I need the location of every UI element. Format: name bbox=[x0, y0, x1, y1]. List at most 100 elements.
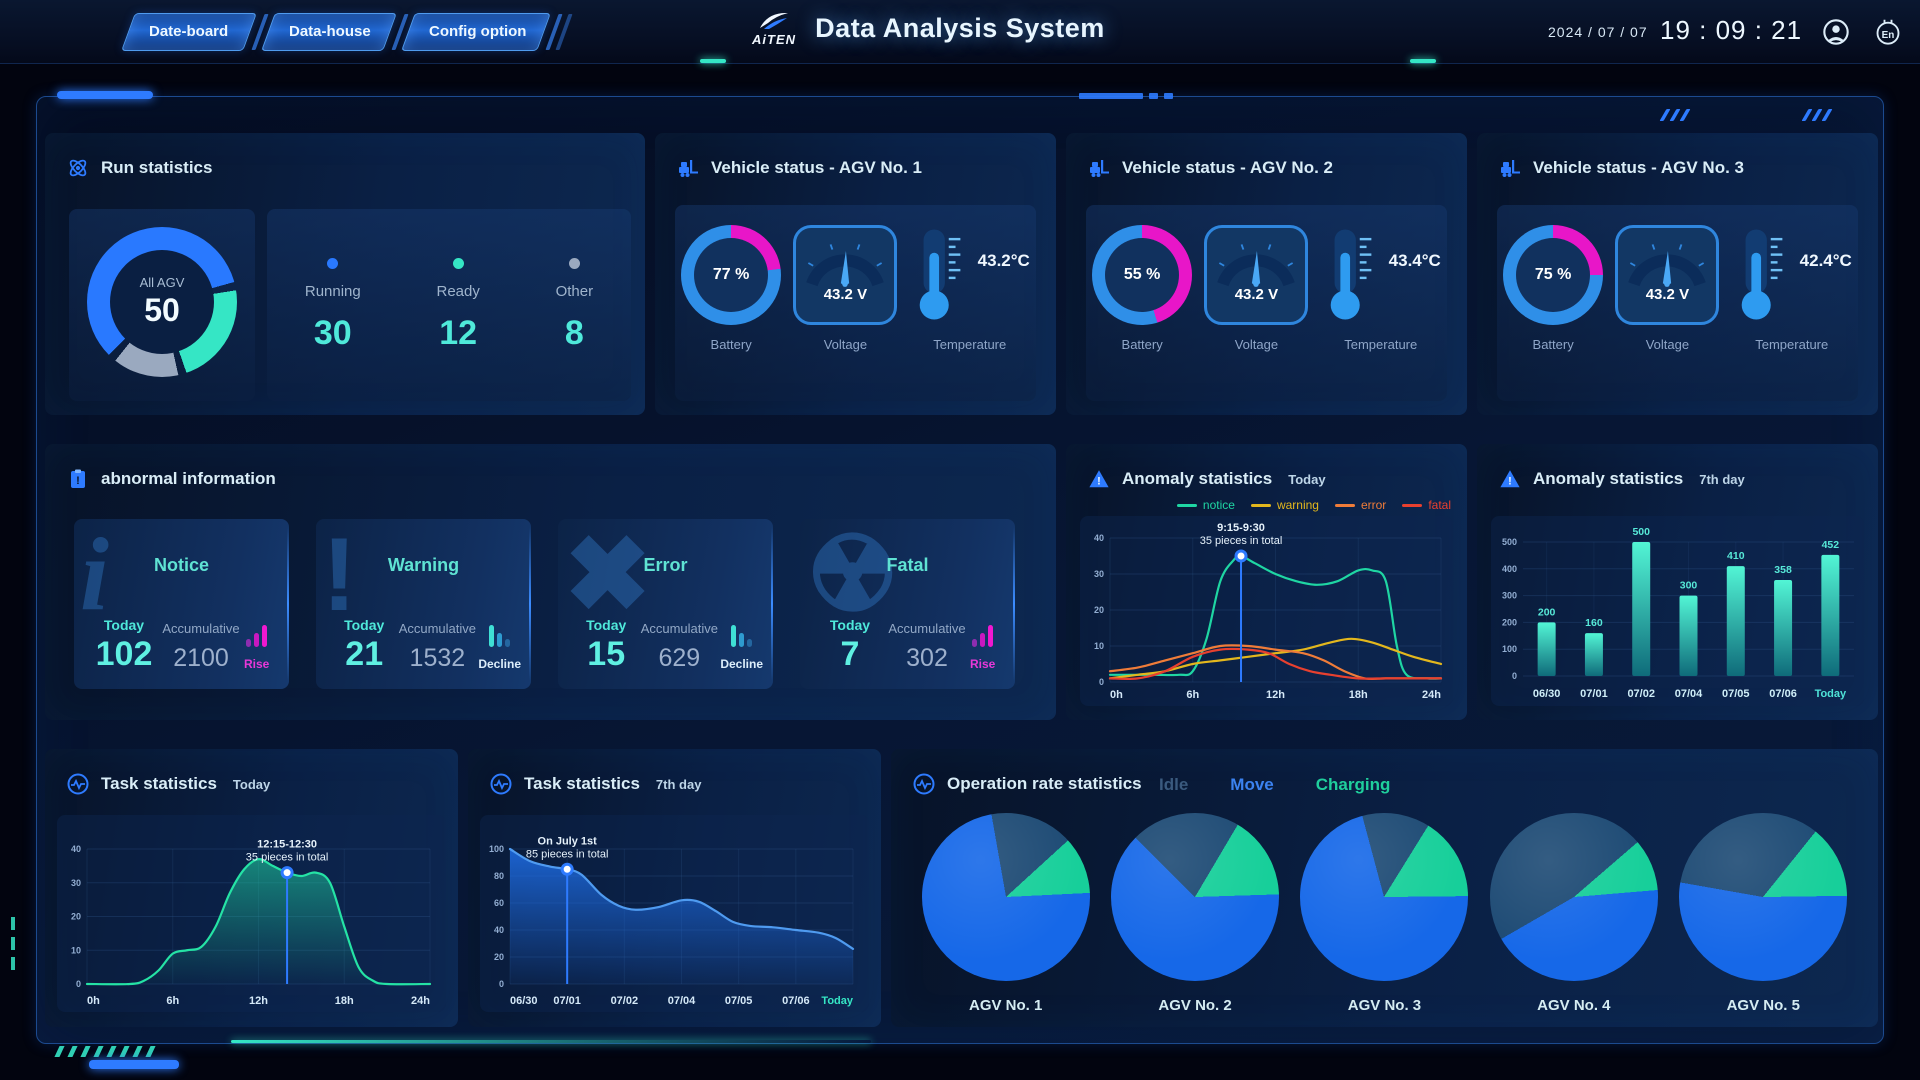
panel-title: Anomaly statistics bbox=[1122, 469, 1273, 488]
thermometer-icon bbox=[919, 229, 961, 320]
tab-label: Date-board bbox=[149, 23, 229, 40]
battery-gauge[interactable]: 55 % bbox=[1092, 225, 1193, 325]
header: Date-board Data-house Config option AiTE… bbox=[0, 0, 1920, 64]
task-today-area-chart[interactable]: 0 10 20 30 40 0h 6h 12h 18h 24h 12:15-12:30 35 piec… bbox=[57, 815, 446, 1012]
trend-indicator: Rise bbox=[970, 625, 995, 671]
svg-text:200: 200 bbox=[1538, 606, 1556, 618]
anomaly-today-line-chart[interactable]: 0 10 20 30 40 0h 6h 12h 18h 24h 9:15-9:30 35 pieces… bbox=[1080, 516, 1453, 706]
svg-text:Today: Today bbox=[1815, 688, 1847, 700]
pulse-circle-icon bbox=[490, 773, 512, 795]
language-toggle-icon[interactable]: En bbox=[1874, 18, 1902, 46]
svg-text:160: 160 bbox=[1585, 617, 1603, 629]
trend-bars-icon bbox=[972, 625, 994, 647]
svg-text:07/01: 07/01 bbox=[1580, 688, 1608, 700]
legend-idle[interactable]: Idle bbox=[1159, 775, 1189, 794]
trend-indicator: Decline bbox=[720, 625, 763, 671]
battery-gauge[interactable]: 75 % bbox=[1503, 225, 1604, 325]
anomaly-week-bar-chart[interactable]: 0 100 200 300 400 500 200 06/30 160 07/01 500 07/02… bbox=[1491, 516, 1864, 706]
tab-label: Data-house bbox=[289, 23, 371, 40]
today-count: Today 102 bbox=[95, 617, 153, 673]
warning-triangle-icon: ! bbox=[1500, 470, 1520, 488]
legend-error[interactable]: error bbox=[1334, 498, 1386, 512]
battery-value: 77 % bbox=[712, 266, 750, 283]
temperature-value: 43.4°C bbox=[1388, 251, 1441, 270]
svg-text:30: 30 bbox=[71, 878, 81, 888]
svg-text:6h: 6h bbox=[1186, 689, 1199, 701]
svg-text:0: 0 bbox=[499, 979, 504, 989]
operation-pie-chart[interactable] bbox=[1679, 813, 1848, 981]
status-label: Ready bbox=[436, 282, 480, 300]
svg-text:500: 500 bbox=[1632, 526, 1650, 538]
legend-move[interactable]: Move bbox=[1230, 775, 1274, 794]
svg-text:10: 10 bbox=[71, 945, 81, 955]
abnormal-information-panel: ! abnormal information i Notice Today 10… bbox=[45, 444, 1056, 720]
abnormal-card-warning[interactable]: ! Warning Today 21 Accumulative 1532 Dec… bbox=[316, 519, 531, 689]
battery-gauge[interactable]: 77 % bbox=[681, 225, 782, 325]
svg-text:12h: 12h bbox=[1266, 689, 1285, 701]
svg-text:30: 30 bbox=[1094, 569, 1104, 579]
agv-total-donut-chart[interactable]: All AGV 50 bbox=[87, 227, 237, 377]
abnormal-card-title: Warning bbox=[387, 555, 460, 575]
svg-text:358: 358 bbox=[1774, 564, 1792, 576]
voltage-label: Voltage bbox=[823, 337, 868, 352]
legend-notice[interactable]: notice bbox=[1176, 498, 1235, 512]
svg-text:9:15-9:30: 9:15-9:30 bbox=[1217, 522, 1265, 534]
voltage-column: 43.2 V Voltage bbox=[1204, 225, 1309, 352]
svg-text:40: 40 bbox=[494, 925, 504, 935]
voltage-gauge[interactable]: 43.2 V bbox=[1615, 225, 1720, 325]
operation-pie-chart[interactable] bbox=[1111, 813, 1280, 981]
svg-text:500: 500 bbox=[1502, 537, 1517, 547]
clipboard-alert-icon: ! bbox=[71, 469, 85, 488]
trend-indicator: Rise bbox=[244, 625, 269, 671]
trend-bars-icon bbox=[246, 625, 268, 647]
abnormal-card-notice[interactable]: i Notice Today 102 Accumulative 2100 Ris… bbox=[74, 519, 289, 689]
svg-text:Today: Today bbox=[821, 995, 853, 1007]
svg-text:06/30: 06/30 bbox=[510, 995, 538, 1007]
abnormal-card-error[interactable]: ✖ Error Today 15 Accumulative 629 Declin… bbox=[558, 519, 773, 689]
battery-label: Battery bbox=[710, 337, 752, 352]
svg-text:10: 10 bbox=[1094, 641, 1104, 651]
bottom-glow-line bbox=[231, 1040, 871, 1043]
agv-pie-3: AGV No. 3 bbox=[1300, 813, 1469, 1014]
legend-charging[interactable]: Charging bbox=[1315, 775, 1391, 794]
tab-date-board[interactable]: Date-board bbox=[121, 13, 257, 51]
corner-accent-bar bbox=[57, 91, 153, 99]
trend-indicator: Decline bbox=[478, 625, 521, 671]
ready-dot bbox=[452, 257, 464, 269]
forklift-icon bbox=[1090, 160, 1109, 177]
svg-text:40: 40 bbox=[1094, 533, 1104, 543]
agv-pies-row: AGV No. 1 AGV No. 2 AGV No. 3 AGV No. 4 … bbox=[911, 813, 1858, 1014]
svg-text:07/02: 07/02 bbox=[1627, 688, 1655, 700]
agv-pie-5: AGV No. 5 bbox=[1679, 813, 1848, 1014]
svg-text:200: 200 bbox=[1502, 617, 1517, 627]
agv-pie-4: AGV No. 4 bbox=[1489, 813, 1658, 1014]
voltage-gauge[interactable]: 43.2 V bbox=[1204, 225, 1309, 325]
legend-warning[interactable]: warning bbox=[1250, 498, 1319, 512]
voltage-column: 43.2 V Voltage bbox=[793, 225, 898, 352]
voltage-gauge[interactable]: 43.2 V bbox=[793, 225, 898, 325]
agv-pie-2: AGV No. 2 bbox=[1111, 813, 1280, 1014]
header-accent-dash bbox=[1410, 59, 1436, 63]
top-segment-decoration bbox=[1079, 93, 1143, 99]
operation-pie-chart[interactable] bbox=[1489, 813, 1658, 981]
anomaly-legend: notice warning error fatal bbox=[1176, 498, 1451, 512]
pulse-circle-icon bbox=[67, 773, 89, 795]
pie-label: AGV No. 3 bbox=[1347, 997, 1422, 1014]
task-week-area-chart[interactable]: 0 20 40 60 80 100 06/30 07/01 07/02 07/04 07/05 07/… bbox=[480, 815, 869, 1012]
bottom-accent-pill bbox=[89, 1060, 179, 1069]
status-value: 12 bbox=[439, 313, 478, 352]
abnormal-card-fatal[interactable]: ☢ Fatal Today 7 Accumulative 302 Rise bbox=[800, 519, 1015, 689]
svg-text:20: 20 bbox=[494, 952, 504, 962]
accumulative-count: Accumulative 1532 bbox=[398, 621, 477, 672]
legend-fatal[interactable]: fatal bbox=[1402, 498, 1451, 512]
forklift-icon bbox=[679, 160, 698, 177]
running-dot bbox=[327, 257, 339, 269]
svg-text:100: 100 bbox=[1502, 644, 1517, 654]
tab-config-option[interactable]: Config option bbox=[401, 13, 551, 51]
user-account-icon[interactable] bbox=[1822, 18, 1850, 46]
operation-pie-chart[interactable] bbox=[1300, 813, 1469, 981]
battery-column: 75 % Battery bbox=[1503, 225, 1604, 352]
anomaly-statistics-week-panel: ! Anomaly statistics 7th day 0 100 200 300 4… bbox=[1477, 444, 1878, 720]
operation-pie-chart[interactable] bbox=[921, 813, 1090, 981]
tab-data-house[interactable]: Data-house bbox=[261, 13, 397, 51]
